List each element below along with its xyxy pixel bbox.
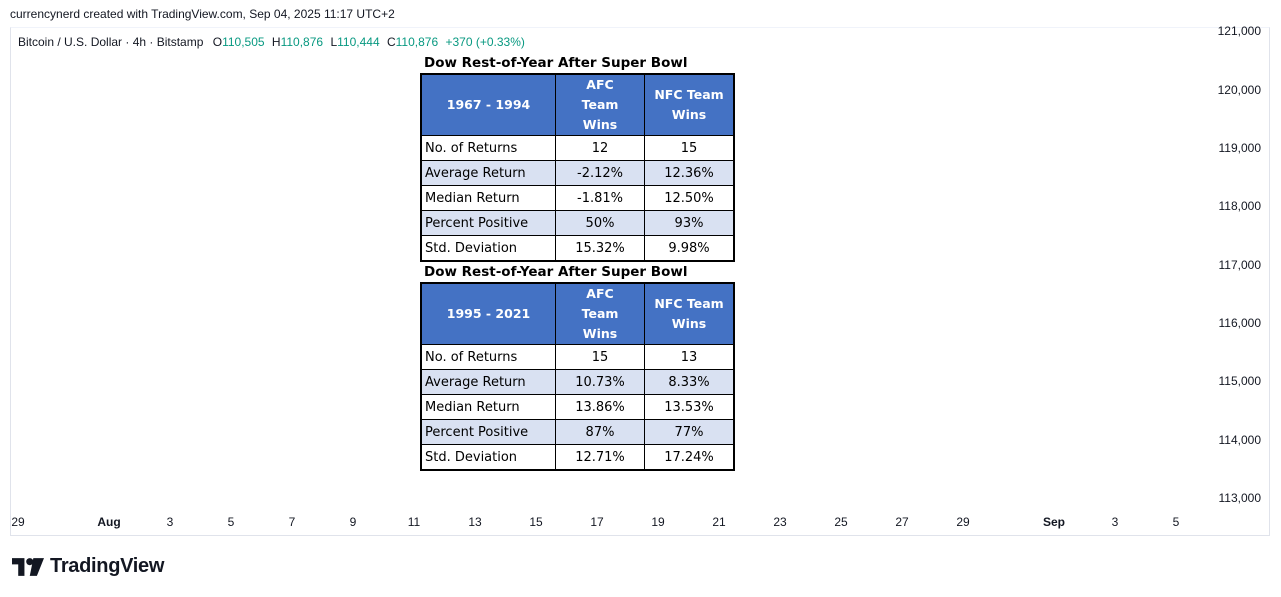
super-bowl-table-1: Dow Rest-of-Year After Super Bowl 1967 -… <box>420 54 736 262</box>
afc-header: AFC Team Wins <box>555 282 645 345</box>
price-tick: 119,000 <box>1218 141 1262 155</box>
time-tick: 5 <box>1172 515 1180 529</box>
time-tick: 25 <box>834 515 848 529</box>
nfc-header: NFC Team Wins <box>644 73 735 136</box>
table-title: Dow Rest-of-Year After Super Bowl <box>424 55 688 71</box>
time-tick: 21 <box>712 515 726 529</box>
nfc-value: 9.98% <box>644 235 735 262</box>
time-tick: Sep <box>1042 515 1066 529</box>
afc-value: 15 <box>555 344 645 370</box>
tradingview-logo-icon <box>12 557 44 576</box>
close-label: C <box>386 35 396 49</box>
high-value: 110,876 <box>280 35 324 49</box>
time-tick: 15 <box>529 515 543 529</box>
open-value: 110,505 <box>222 35 265 49</box>
price-tick: 114,000 <box>1218 433 1262 447</box>
close-value: 110,876 <box>395 35 439 49</box>
table-row: Median Return 13.86% 13.53% <box>420 394 735 420</box>
tradingview-wordmark: TradingView <box>50 555 165 577</box>
afc-value: 87% <box>555 419 645 445</box>
afc-value: -2.12% <box>555 160 645 186</box>
stats-table: 1967 - 1994 AFC Team Wins NFC Team Wins … <box>420 73 735 262</box>
afc-value: 13.86% <box>555 394 645 420</box>
symbol-title[interactable]: Bitcoin / U.S. Dollar · 4h · Bitstamp <box>18 35 204 49</box>
period-header: 1967 - 1994 <box>420 73 556 136</box>
table-row: Percent Positive 87% 77% <box>420 419 735 445</box>
time-tick: 13 <box>468 515 482 529</box>
nfc-value: 8.33% <box>644 369 735 395</box>
time-tick: 23 <box>773 515 787 529</box>
row-label: No. of Returns <box>420 135 556 161</box>
time-tick: 3 <box>1111 515 1119 529</box>
nfc-value: 93% <box>644 210 735 236</box>
high-label: H <box>271 35 281 49</box>
low-value: 110,444 <box>337 35 380 49</box>
price-tick: 116,000 <box>1218 316 1262 330</box>
afc-header: AFC Team Wins <box>555 73 645 136</box>
change-value: +370 (+0.33%) <box>445 35 525 49</box>
price-tick: 115,000 <box>1218 374 1262 388</box>
time-tick: 11 <box>407 515 421 529</box>
table-row: Std. Deviation 15.32% 9.98% <box>420 235 735 262</box>
super-bowl-table-2: Dow Rest-of-Year After Super Bowl 1995 -… <box>420 263 736 471</box>
price-axis[interactable]: 121,000 120,000 119,000 118,000 117,000 … <box>1200 0 1270 520</box>
nfc-value: 15 <box>644 135 735 161</box>
table-row: No. of Returns 15 13 <box>420 344 735 370</box>
price-tick: 118,000 <box>1218 199 1262 213</box>
stats-table: 1995 - 2021 AFC Team Wins NFC Team Wins … <box>420 282 735 471</box>
afc-value: 12.71% <box>555 444 645 471</box>
row-label: Median Return <box>420 394 556 420</box>
table-row: Average Return -2.12% 12.36% <box>420 160 735 186</box>
table-row: Std. Deviation 12.71% 17.24% <box>420 444 735 471</box>
time-tick: 5 <box>227 515 235 529</box>
row-label: Std. Deviation <box>420 444 556 471</box>
open-label: O <box>212 35 223 49</box>
nfc-value: 12.50% <box>644 185 735 211</box>
row-label: Percent Positive <box>420 210 556 236</box>
time-tick: Aug <box>97 515 121 529</box>
nfc-value: 12.36% <box>644 160 735 186</box>
price-tick: 121,000 <box>1217 24 1261 38</box>
time-tick: 9 <box>349 515 357 529</box>
period-header: 1995 - 2021 <box>420 282 556 345</box>
low-label: L <box>330 35 338 49</box>
nfc-value: 13.53% <box>644 394 735 420</box>
nfc-header: NFC Team Wins <box>644 282 735 345</box>
tradingview-logo[interactable]: TradingView <box>12 555 164 578</box>
chart-pane[interactable] <box>10 27 1270 536</box>
table-row: No. of Returns 12 15 <box>420 135 735 161</box>
time-axis[interactable]: 29 Aug 3 5 7 9 11 13 15 17 19 21 23 25 2… <box>0 515 1200 533</box>
afc-value: 10.73% <box>555 369 645 395</box>
time-tick: 3 <box>166 515 174 529</box>
chart-attribution: currencynerd created with TradingView.co… <box>10 7 395 21</box>
table-row: Percent Positive 50% 93% <box>420 210 735 236</box>
row-label: Percent Positive <box>420 419 556 445</box>
price-tick: 113,000 <box>1218 491 1262 505</box>
time-tick: 19 <box>651 515 665 529</box>
price-tick: 117,000 <box>1218 258 1262 272</box>
row-label: Average Return <box>420 160 556 186</box>
nfc-value: 13 <box>644 344 735 370</box>
table-row: Average Return 10.73% 8.33% <box>420 369 735 395</box>
row-label: Average Return <box>420 369 556 395</box>
time-tick: 7 <box>288 515 296 529</box>
afc-value: -1.81% <box>555 185 645 211</box>
afc-value: 15.32% <box>555 235 645 262</box>
time-tick: 17 <box>590 515 604 529</box>
afc-value: 50% <box>555 210 645 236</box>
time-tick: 27 <box>895 515 909 529</box>
price-tick: 120,000 <box>1217 83 1261 97</box>
table-row: Median Return -1.81% 12.50% <box>420 185 735 211</box>
row-label: Median Return <box>420 185 556 211</box>
afc-value: 12 <box>555 135 645 161</box>
time-tick: 29 <box>11 515 25 529</box>
time-tick: 29 <box>956 515 970 529</box>
nfc-value: 17.24% <box>644 444 735 471</box>
row-label: No. of Returns <box>420 344 556 370</box>
nfc-value: 77% <box>644 419 735 445</box>
symbol-legend[interactable]: Bitcoin / U.S. Dollar · 4h · Bitstamp O1… <box>18 35 525 49</box>
row-label: Std. Deviation <box>420 235 556 262</box>
table-title: Dow Rest-of-Year After Super Bowl <box>424 264 688 280</box>
